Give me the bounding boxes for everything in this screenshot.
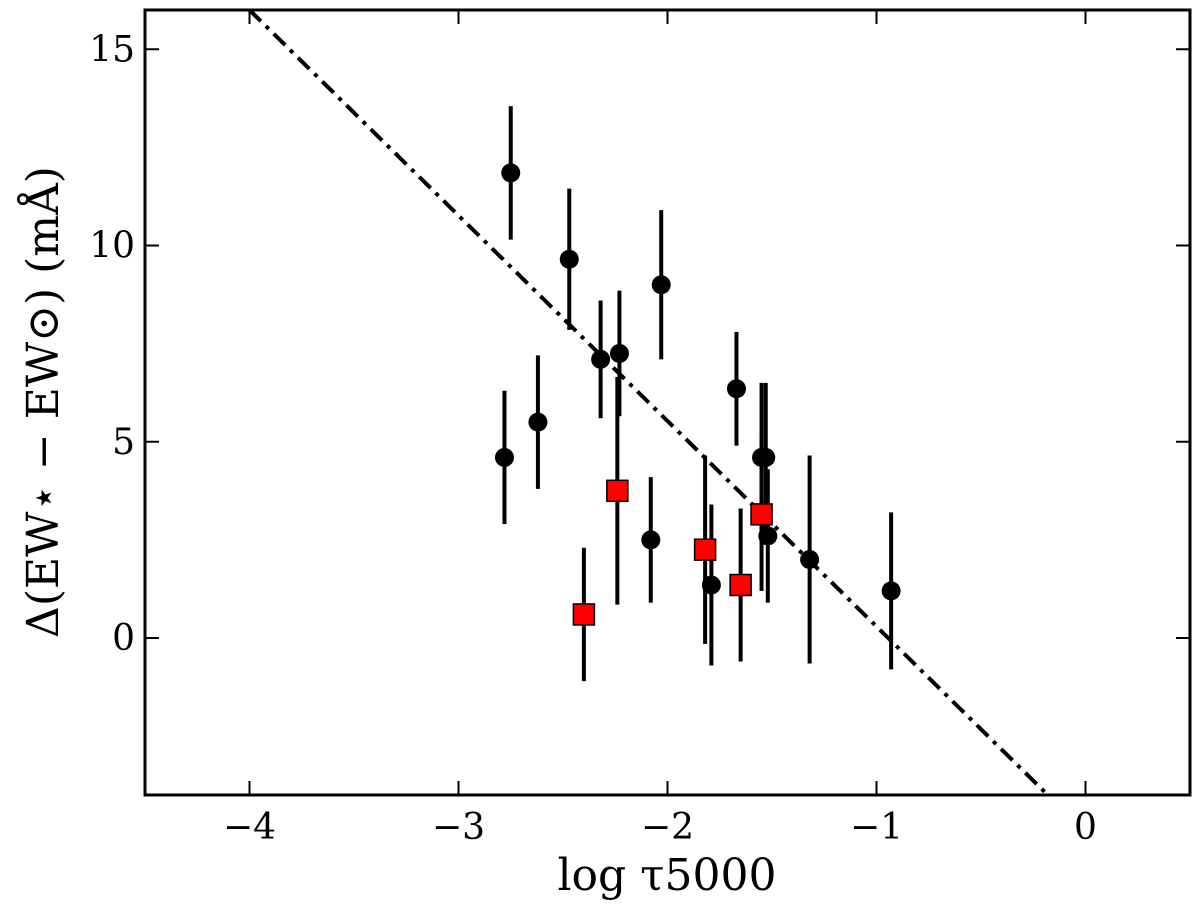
y-tick-label: 15 <box>89 29 135 70</box>
fit-line <box>248 10 1050 795</box>
plot-frame <box>143 8 1192 797</box>
data-point-circle <box>651 275 671 295</box>
x-tick-label: −4 <box>223 807 276 848</box>
data-point-circle <box>701 575 721 595</box>
axis-ticks: −4 −3 −2 −1 0 0 5 10 15 <box>89 10 1190 848</box>
y-axis-title: Δ(EW⋆ − EW⊙) (mÅ) <box>16 166 69 638</box>
data-point-square <box>606 479 629 503</box>
x-axis-title: log τ5000 <box>557 850 776 901</box>
y-tick-label: 0 <box>112 618 135 659</box>
data-point-circle <box>800 550 820 569</box>
data-point-square <box>729 573 752 597</box>
data-point-circle <box>758 526 778 546</box>
x-tick-label: −3 <box>432 807 485 848</box>
data-point-circle <box>641 530 661 550</box>
data-point-circle <box>881 581 901 601</box>
data-point-circle <box>494 447 514 467</box>
y-tick-label: 5 <box>112 422 135 463</box>
data-point-square <box>750 503 773 526</box>
data-point-circle <box>559 249 579 269</box>
y-tick-label: 10 <box>89 226 135 267</box>
plot-marks <box>248 10 1050 795</box>
data-point-circle <box>501 163 521 183</box>
x-tick-label: −2 <box>641 807 694 848</box>
x-tick-label: 0 <box>1074 807 1097 848</box>
data-point-square <box>572 603 596 626</box>
data-point-circle <box>591 349 611 369</box>
data-point-circle <box>726 379 746 399</box>
data-point-circle <box>528 412 548 432</box>
x-tick-label: −1 <box>850 807 903 848</box>
data-point-square <box>693 538 717 561</box>
data-point-circle <box>756 447 776 467</box>
data-point-circle <box>609 343 629 363</box>
